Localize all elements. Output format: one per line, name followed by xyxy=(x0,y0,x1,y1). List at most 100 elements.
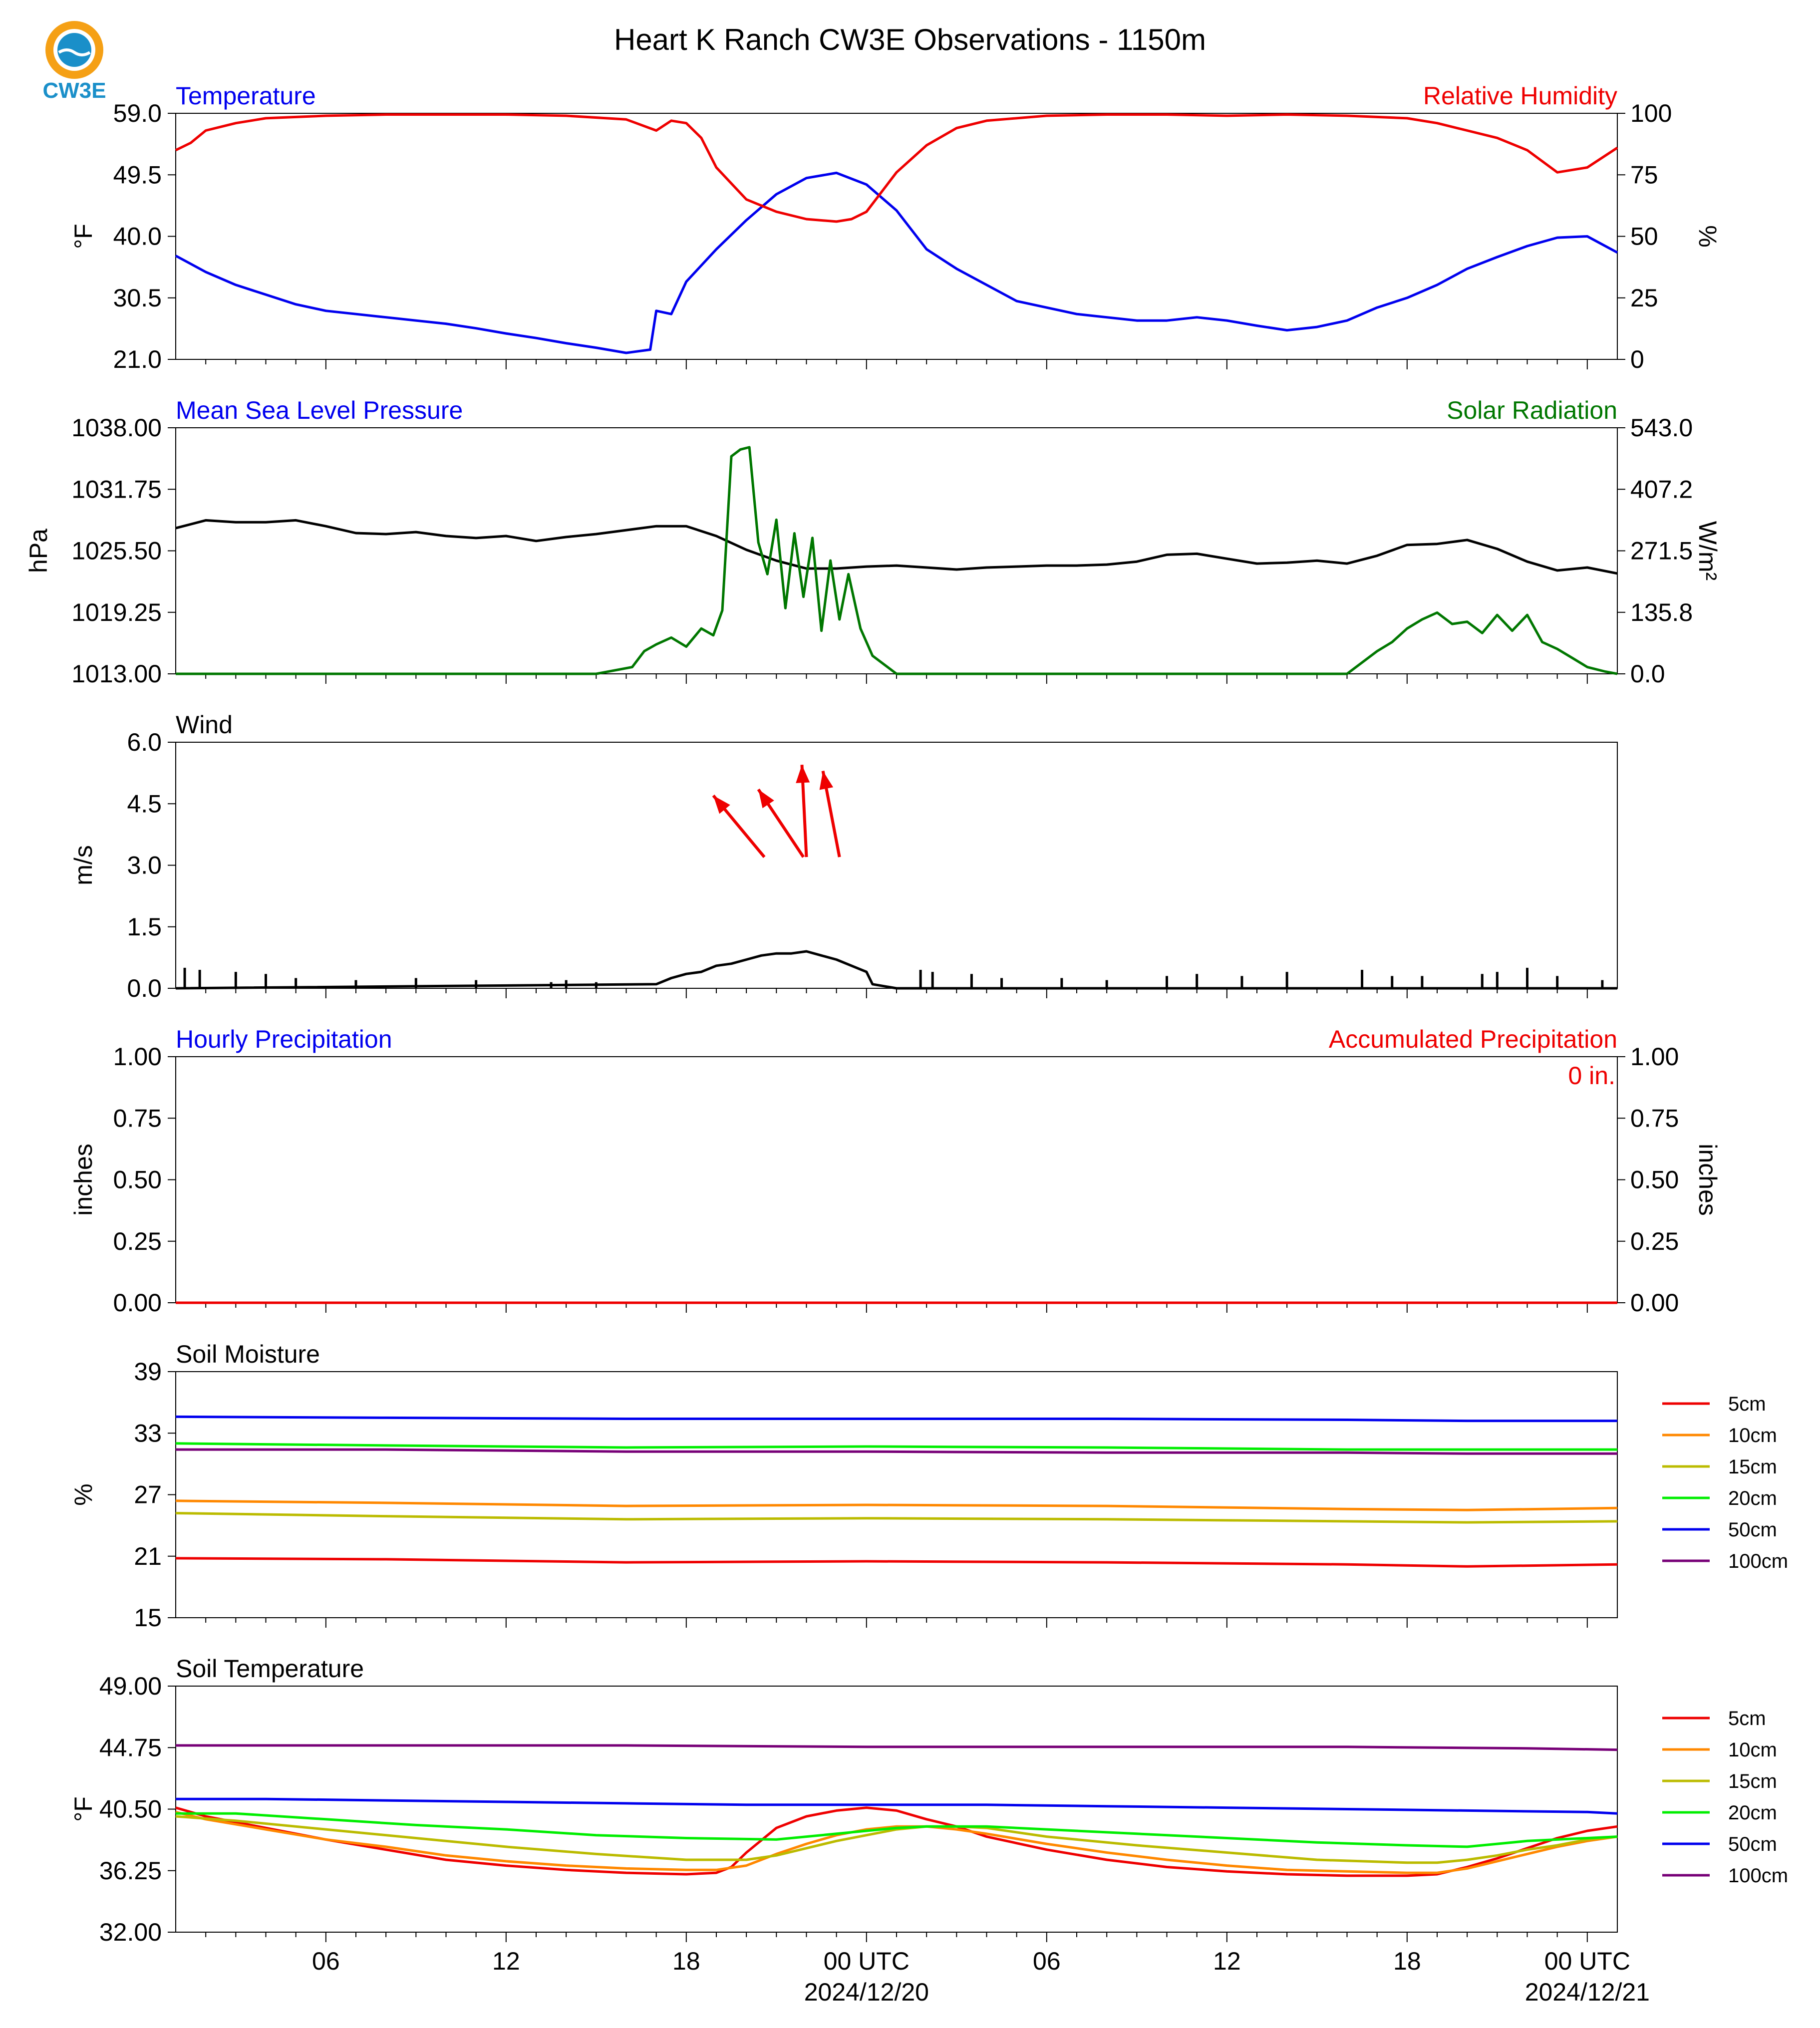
series-soil_moisture-10cm xyxy=(175,1499,1618,1511)
x-tick-label: 00 UTC xyxy=(1544,1947,1630,1975)
y-tick-label: 3.0 xyxy=(127,852,162,879)
x-tick-label: 12 xyxy=(1213,1947,1241,1975)
y-tick-label: 4.5 xyxy=(127,790,162,818)
y2-tick-label: 0.00 xyxy=(1630,1289,1679,1317)
y-tick-label: 21 xyxy=(134,1542,162,1570)
y-tick-label: 40.0 xyxy=(113,223,162,251)
y2-tick-label: 407.2 xyxy=(1630,475,1693,503)
x-tick-label: 12 xyxy=(492,1947,520,1975)
legend-label: 100cm xyxy=(1728,1865,1788,1887)
legend-label: 20cm xyxy=(1728,1487,1777,1509)
series-wind-wind xyxy=(175,950,1617,990)
y2-tick-label: 543.0 xyxy=(1630,414,1693,442)
y-axis-label: °F xyxy=(69,224,97,249)
y2-tick-label: 0 xyxy=(1630,345,1644,373)
panel-soil_moisture: Soil Moisture1521273339%5cm10cm15cm20cm5… xyxy=(69,1340,1788,1632)
logo-water-icon xyxy=(57,33,91,67)
y-tick-label: 15 xyxy=(134,1604,162,1632)
wind-arrow-head xyxy=(819,771,834,790)
y-tick-label: 1031.75 xyxy=(71,475,162,503)
y2-tick-label: 0.50 xyxy=(1630,1166,1679,1194)
y-tick-label: 36.25 xyxy=(99,1857,162,1885)
cw3e-logo: CW3E xyxy=(42,21,106,103)
panel-title: Soil Temperature xyxy=(176,1655,364,1683)
x-tick-date: 2024/12/20 xyxy=(804,1978,929,2006)
legend-label: 50cm xyxy=(1728,1833,1777,1855)
y2-tick-label: 0.75 xyxy=(1630,1104,1679,1132)
y2-axis-label: W/m² xyxy=(1694,521,1722,580)
y-tick-label: 1025.50 xyxy=(71,537,162,565)
y-tick-label: 49.5 xyxy=(113,161,162,189)
y-tick-label: 6.0 xyxy=(127,728,162,756)
x-tick-label: 18 xyxy=(1393,1947,1421,1975)
y2-tick-label: 25 xyxy=(1630,284,1658,312)
legend-label: 50cm xyxy=(1728,1519,1777,1541)
wind-arrow-head xyxy=(713,795,730,814)
panel-right-title: Relative Humidity xyxy=(1423,82,1617,110)
legend-label: 10cm xyxy=(1728,1739,1777,1761)
y2-tick-label: 50 xyxy=(1630,223,1658,251)
logo-wave-icon xyxy=(58,48,91,56)
y2-tick-label: 100 xyxy=(1630,99,1672,127)
panel-title: Mean Sea Level Pressure xyxy=(176,396,463,424)
y-tick-label: 39 xyxy=(134,1358,162,1386)
y2-tick-label: 135.8 xyxy=(1630,598,1693,626)
series-soil_moisture-50cm xyxy=(175,1415,1617,1423)
legend-label: 5cm xyxy=(1728,1393,1766,1415)
y2-axis-label: % xyxy=(1694,225,1722,247)
x-tick-label: 00 UTC xyxy=(824,1947,910,1975)
plot-frame xyxy=(175,1056,1618,1303)
series-soil_moisture-20cm xyxy=(175,1442,1617,1451)
x-tick-label: 06 xyxy=(1033,1947,1061,1975)
y-tick-label: 40.50 xyxy=(99,1795,162,1823)
y-tick-label: 0.25 xyxy=(113,1227,162,1255)
series-soil_temperature-100cm xyxy=(176,1744,1618,1751)
y-tick-label: 59.0 xyxy=(113,99,162,127)
y2-tick-label: 1.00 xyxy=(1630,1043,1679,1071)
panels: Temperature Relative Humidity 21.0 30.5 40.0… xyxy=(24,82,1788,2006)
accumulated-total-label: 0 in. xyxy=(1568,1062,1615,1090)
y2-tick-label: 0.25 xyxy=(1630,1227,1679,1255)
y-tick-label: 1013.00 xyxy=(71,660,162,688)
wind-arrow-head xyxy=(758,789,774,809)
legend-label: 5cm xyxy=(1728,1708,1766,1730)
y2-axis-label: inches xyxy=(1694,1144,1722,1216)
y2-tick-label: 271.5 xyxy=(1630,537,1693,565)
series-soil_temperature-50cm xyxy=(176,1797,1618,1815)
panel-pressure_solar: Mean Sea Level Pressure Solar Radiation 10… xyxy=(24,396,1722,688)
legend: 5cm 10cm 15cm 20cm 50cm 100cm xyxy=(1662,1708,1788,1887)
series-soil_temperature-20cm xyxy=(176,1812,1618,1848)
panel-title: Temperature xyxy=(176,82,316,110)
panel-title: Hourly Precipitation xyxy=(176,1025,392,1053)
y2-tick-label: 75 xyxy=(1630,161,1658,189)
panel-precip: Hourly Precipitation Accumulated Precipit… xyxy=(69,1025,1722,1317)
y-tick-label: 27 xyxy=(134,1481,162,1509)
y-tick-label: 32.00 xyxy=(99,1918,162,1946)
x-tick-label: 06 xyxy=(312,1947,340,1975)
y-tick-label: 44.75 xyxy=(99,1734,162,1761)
series-soil_moisture-100cm xyxy=(176,1448,1617,1455)
legend-label: 10cm xyxy=(1728,1425,1777,1447)
series-temp_rh-relative-humidity xyxy=(175,113,1618,223)
series-pressure_solar-mean-sea-level-pressure xyxy=(175,519,1618,575)
legend-label: 15cm xyxy=(1728,1770,1777,1792)
y-axis-label: inches xyxy=(69,1144,97,1216)
y-tick-label: 0.50 xyxy=(113,1166,162,1194)
y-tick-label: 1.5 xyxy=(127,913,162,941)
panel-temp_rh: Temperature Relative Humidity 21.0 30.5 40.0… xyxy=(69,82,1722,373)
panel-title: Wind xyxy=(176,711,233,739)
legend-label: 100cm xyxy=(1728,1550,1788,1572)
plot-frame xyxy=(175,113,1618,360)
y-tick-label: 1.00 xyxy=(113,1043,162,1071)
panel-right-title: Accumulated Precipitation xyxy=(1329,1025,1617,1053)
y-axis-label: hPa xyxy=(24,529,52,573)
wind-arrow-head xyxy=(796,765,810,783)
x-tick-date: 2024/12/21 xyxy=(1525,1978,1650,2006)
plot-frame xyxy=(175,742,1618,989)
figure-title: Heart K Ranch CW3E Observations - 1150m xyxy=(614,23,1206,56)
legend: 5cm 10cm 15cm 20cm 50cm 100cm xyxy=(1662,1393,1788,1572)
series-pressure_solar-solar-radiation xyxy=(176,446,1618,675)
series-soil_moisture-5cm xyxy=(175,1557,1618,1568)
y-axis-label: % xyxy=(69,1483,97,1505)
series-soil_temperature-5cm xyxy=(175,1806,1618,1877)
